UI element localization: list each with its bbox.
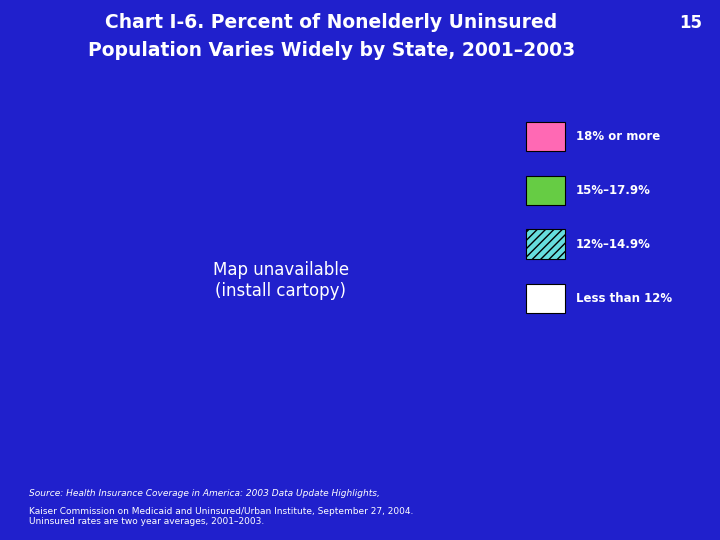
Text: Kaiser Commission on Medicaid and Uninsured/Urban Institute, September 27, 2004.: Kaiser Commission on Medicaid and Uninsu… <box>29 507 413 526</box>
Text: Map unavailable
(install cartopy): Map unavailable (install cartopy) <box>212 261 349 300</box>
Text: Less than 12%: Less than 12% <box>576 292 672 305</box>
Text: 18% or more: 18% or more <box>576 130 660 143</box>
Text: Source: Health Insurance Coverage in America: 2003 Data Update Highlights,: Source: Health Insurance Coverage in Ame… <box>29 489 379 498</box>
Text: Population Varies Widely by State, 2001–2003: Population Varies Widely by State, 2001–… <box>88 40 575 59</box>
Text: Chart I-6. Percent of Nonelderly Uninsured: Chart I-6. Percent of Nonelderly Uninsur… <box>105 14 557 32</box>
Text: 12%–14.9%: 12%–14.9% <box>576 238 651 251</box>
Text: 15: 15 <box>679 14 702 31</box>
Text: 15%–17.9%: 15%–17.9% <box>576 184 651 197</box>
